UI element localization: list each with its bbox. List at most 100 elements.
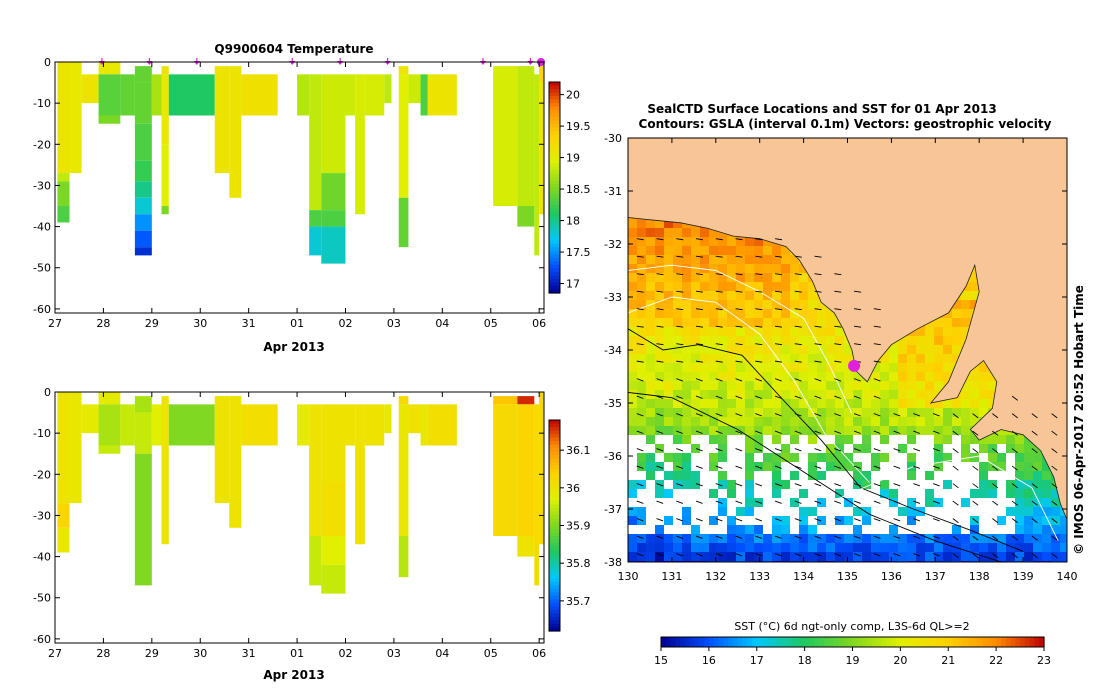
sst-cell: [628, 399, 638, 409]
sst-cell: [826, 399, 836, 409]
map-x-tick-label: 134: [793, 570, 814, 583]
sst-cell: [970, 471, 980, 481]
velocity-vector: [676, 413, 684, 417]
colorbar-swatch: [549, 581, 560, 586]
sst-cell: [682, 381, 692, 391]
sst-cell: [790, 381, 800, 391]
sst-cell: [718, 336, 728, 346]
sst-cell: [1024, 516, 1034, 526]
sst-cell: [898, 399, 908, 409]
profile-cell: [309, 210, 322, 227]
velocity-vector: [695, 255, 704, 258]
sst-cell: [700, 273, 710, 283]
salinity-plot-frame: [54, 391, 545, 644]
sst-cell: [727, 471, 737, 481]
sst-cell: [664, 498, 674, 508]
salinity-axes: 27 28 29 30 31 01 02 03 04 05 060-10-20-30-40-50-6…: [33, 386, 546, 660]
sst-cell: [655, 327, 665, 337]
sst-cell: [637, 255, 647, 265]
sst-cell: [889, 516, 899, 526]
sst-cell: [718, 435, 728, 445]
velocity-vector: [755, 238, 763, 241]
sst-cell: [799, 336, 809, 346]
sst-cell: [943, 345, 953, 355]
sst-cell: [709, 354, 719, 364]
sst-cell: [916, 516, 926, 526]
sst-cell: [673, 237, 683, 247]
sst-cell: [952, 426, 962, 436]
sst-cell: [1006, 534, 1016, 544]
sst-cell: [664, 345, 674, 355]
velocity-vector: [676, 518, 684, 522]
sst-cell: [979, 480, 989, 490]
sst-cell: [673, 390, 683, 400]
velocity-vector: [853, 378, 861, 382]
sst-colorbar-swatch: [1034, 637, 1040, 647]
sst-cell: [736, 525, 746, 535]
sst-cell: [664, 552, 674, 562]
sst-cell: [727, 498, 737, 508]
velocity-vector: [735, 553, 743, 557]
sst-cell: [997, 489, 1007, 499]
sst-colorbar-swatch: [804, 637, 811, 647]
sst-cell: [754, 453, 764, 463]
sst-cell: [745, 354, 755, 364]
sst-cell: [655, 489, 665, 499]
sst-cell: [916, 525, 926, 535]
sst-cell: [871, 363, 881, 373]
velocity-vector: [774, 255, 783, 258]
sst-cell: [808, 471, 818, 481]
map-y-tick-label: -37: [604, 503, 622, 516]
velocity-vector: [676, 483, 684, 487]
sst-cell: [673, 228, 683, 238]
sst-cell: [673, 498, 683, 508]
x-tick-label: 03: [387, 317, 401, 330]
velocity-vector: [755, 290, 763, 293]
sst-cell: [682, 354, 692, 364]
sst-cell: [943, 363, 953, 373]
sst-cell: [898, 462, 908, 472]
sst-cell: [988, 453, 998, 463]
profile-cell: [517, 396, 535, 405]
sst-cell: [799, 489, 809, 499]
sst-cell: [943, 534, 953, 544]
sst-cell: [808, 282, 818, 292]
velocity-vector: [814, 395, 822, 399]
velocity-vector: [676, 290, 684, 293]
sst-cell: [745, 318, 755, 328]
sst-cell: [835, 345, 845, 355]
sst-cell: [691, 426, 701, 436]
sst-cell: [907, 480, 917, 490]
sst-cell: [799, 462, 809, 472]
sst-cell: [709, 399, 719, 409]
sst-cell: [718, 399, 728, 409]
map-y-tick-label: -32: [604, 238, 622, 251]
profile-cell: [384, 74, 392, 104]
sst-cell: [790, 480, 800, 490]
velocity-vector: [794, 553, 802, 557]
sst-cell: [862, 534, 872, 544]
sst-cell: [745, 453, 755, 463]
sst-colorbar-swatch: [751, 637, 758, 647]
velocity-vector: [1031, 518, 1038, 524]
sst-colorbar-swatch: [1029, 637, 1036, 647]
sst-cell: [772, 309, 782, 319]
sst-cell: [637, 552, 647, 562]
velocity-vector: [636, 238, 644, 241]
sst-cell: [745, 237, 755, 247]
map-x-tick-label: 139: [1013, 570, 1034, 583]
sst-cell: [772, 381, 782, 391]
velocity-vector: [735, 395, 743, 399]
sst-cell: [844, 498, 854, 508]
sst-cell: [682, 480, 692, 490]
velocity-vector: [893, 483, 901, 487]
sst-cell: [925, 462, 935, 472]
sst-cell: [745, 390, 755, 400]
sst-cell: [700, 525, 710, 535]
sst-cell: [763, 480, 773, 490]
sst-cell: [961, 291, 971, 301]
sst-cell: [970, 453, 980, 463]
sst-cell: [682, 336, 692, 346]
velocity-vector: [656, 308, 664, 311]
sst-cell: [898, 426, 908, 436]
